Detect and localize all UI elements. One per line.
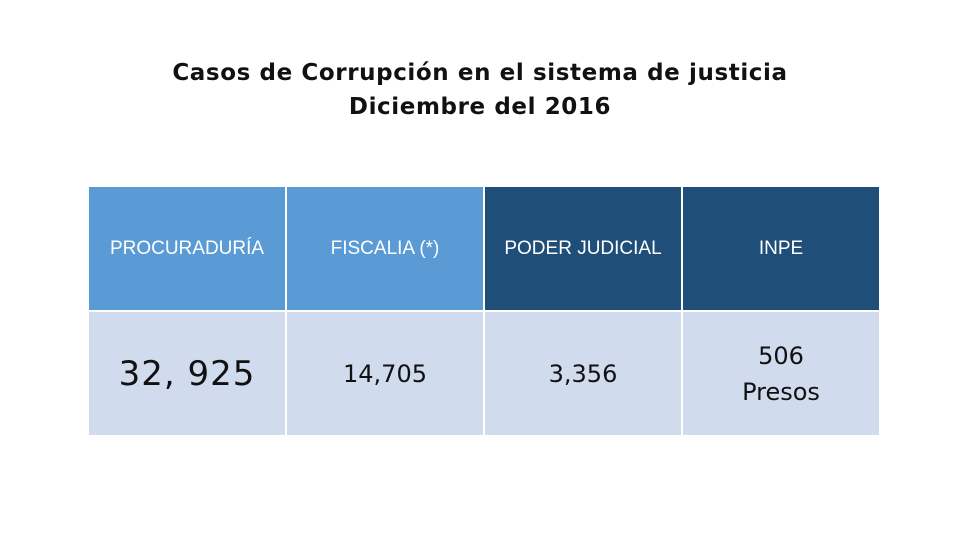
value-inpe: 506 [758,341,804,370]
value-inpe-suffix: Presos [742,377,820,406]
header-poder-judicial: PODER JUDICIAL [483,185,683,312]
value-poder-judicial: 3,356 [483,310,683,437]
header-procuraduria: PROCURADURÍA [87,185,287,312]
value-inpe-cell: 506 Presos [681,310,881,437]
slide-title: Casos de Corrupción en el sistema de jus… [0,56,960,124]
header-fiscalia: FISCALIA (*) [285,185,485,312]
corruption-cases-table: PROCURADURÍA FISCALIA (*) PODER JUDICIAL… [87,185,881,437]
table-row: 32, 925 14,705 3,356 506 Presos [87,310,881,437]
title-line-2: Diciembre del 2016 [348,94,612,120]
table-header-row: PROCURADURÍA FISCALIA (*) PODER JUDICIAL… [87,185,881,312]
value-procuraduria: 32, 925 [87,310,287,437]
header-inpe: INPE [681,185,881,312]
title-line-1: Casos de Corrupción en el sistema de jus… [172,60,788,86]
value-fiscalia: 14,705 [285,310,485,437]
